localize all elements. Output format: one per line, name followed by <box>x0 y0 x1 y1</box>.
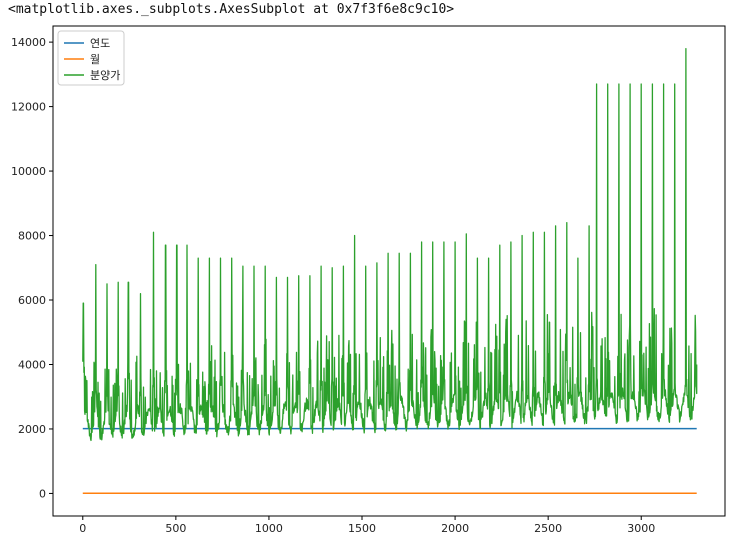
y-tick-label: 4000 <box>18 358 46 371</box>
x-tick-label: 3000 <box>627 522 655 535</box>
legend-frame <box>57 30 125 86</box>
x-tick-label: 2000 <box>441 522 469 535</box>
x-tick-label: 0 <box>79 522 86 535</box>
series-line-price <box>82 47 698 442</box>
y-axis: 0 2000 4000 6000 8000 10000 12000 14000 <box>11 36 53 500</box>
legend-label: 분양가 <box>90 69 120 82</box>
x-tick-label: 1000 <box>255 522 283 535</box>
y-tick-label: 8000 <box>18 230 46 243</box>
axes-frame <box>52 25 726 517</box>
legend-label: 연도 <box>90 37 110 50</box>
plot-lines <box>82 47 698 494</box>
y-tick-label: 14000 <box>11 36 46 49</box>
x-axis: 0 500 1000 1500 2000 2500 3000 <box>79 516 655 535</box>
x-tick-label: 2500 <box>534 522 562 535</box>
y-tick-label: 10000 <box>11 165 46 178</box>
y-tick-label: 0 <box>39 487 46 500</box>
legend-label: 월 <box>90 53 100 66</box>
output-repr-text: <matplotlib.axes._subplots.AxesSubplot a… <box>8 2 455 17</box>
y-tick-label: 6000 <box>18 294 46 307</box>
y-tick-label: 2000 <box>18 423 46 436</box>
x-tick-label: 1500 <box>348 522 376 535</box>
x-tick-label: 500 <box>165 522 186 535</box>
y-tick-label: 12000 <box>11 101 46 114</box>
